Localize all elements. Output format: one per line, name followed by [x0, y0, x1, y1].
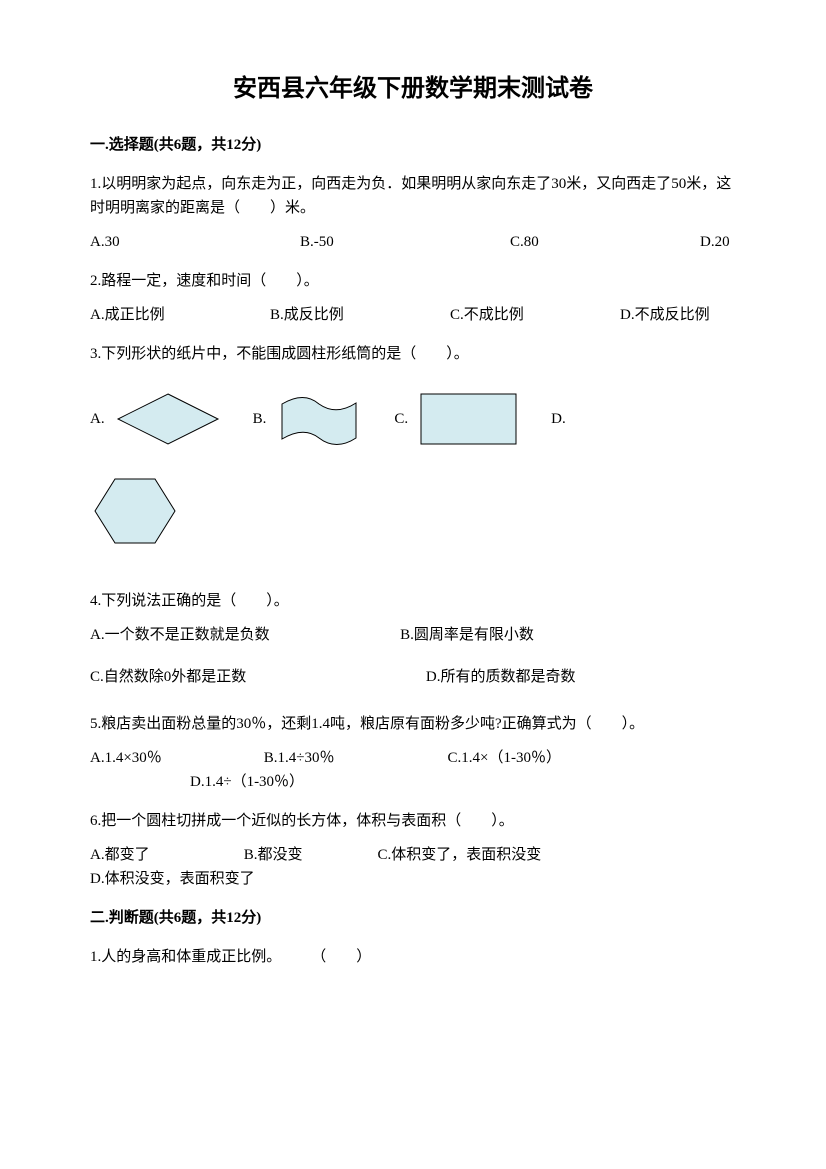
question-5: 5.粮店卖出面粉总量的30％，还剩1.4吨，粮店原有面粉多少吨?正确算式为（ ）… — [90, 712, 736, 794]
rectangle-icon — [416, 389, 521, 449]
hexagon-icon — [90, 471, 180, 551]
q2-opt-b: B.成反比例 — [270, 303, 420, 327]
q2-opt-a: A.成正比例 — [90, 303, 240, 327]
q3-shape-d-label: D. — [551, 407, 574, 431]
q3-shape-c: C. — [394, 389, 521, 449]
q6-opt-a: A.都变了 — [90, 843, 240, 867]
q6-opt-c: C.体积变了，表面积没变 — [378, 843, 578, 867]
q3-opt-d-label: D. — [551, 407, 566, 431]
q3-shape-a: A. — [90, 389, 223, 449]
q1-options: A.30 B.-50 C.80 D.20 — [90, 230, 736, 254]
q4-opt-d: D.所有的质数都是奇数 — [426, 665, 723, 689]
question-4: 4.下列说法正确的是（ ）。 A.一个数不是正数就是负数 B.圆周率是有限小数 … — [90, 589, 736, 697]
q6-options: A.都变了 B.都没变 C.体积变了，表面积没变 D.体积没变，表面积变了 — [90, 843, 736, 891]
q3-text: 3.下列形状的纸片中，不能围成圆柱形纸筒的是（ ）。 — [90, 342, 736, 366]
q4-text: 4.下列说法正确的是（ ）。 — [90, 589, 736, 613]
q6-opt-b: B.都没变 — [244, 843, 374, 867]
question-6: 6.把一个圆柱切拼成一个近似的长方体，体积与表面积（ ）。 A.都变了 B.都没… — [90, 809, 736, 891]
q5-options: A.1.4×30％ B.1.4÷30％ C.1.4×（1-30％） D.1.4÷… — [90, 746, 736, 794]
q5-opt-b: B.1.4÷30％ — [264, 746, 444, 770]
q1-opt-b: B.-50 — [300, 230, 450, 254]
q6-opt-d: D.体积没变，表面积变了 — [90, 867, 255, 891]
q3-shape-b: B. — [253, 386, 365, 451]
q2-opt-d: D.不成反比例 — [620, 303, 710, 327]
q1-text: 1.以明明家为起点，向东走为正，向西走为负．如果明明从家向东走了30米，又向西走… — [90, 172, 736, 220]
q6-text: 6.把一个圆柱切拼成一个近似的长方体，体积与表面积（ ）。 — [90, 809, 736, 833]
q1-opt-d: D.20 — [700, 230, 730, 254]
q5-opt-d: D.1.4÷（1-30％） — [190, 770, 304, 794]
page-title: 安西县六年级下册数学期末测试卷 — [90, 70, 736, 108]
q3-opt-a-label: A. — [90, 407, 105, 431]
question-3: 3.下列形状的纸片中，不能围成圆柱形纸筒的是（ ）。 A. B. C. — [90, 342, 736, 559]
question-1: 1.以明明家为起点，向东走为正，向西走为负．如果明明从家向东走了30米，又向西走… — [90, 172, 736, 254]
wave-icon — [274, 386, 364, 451]
diamond-icon — [113, 389, 223, 449]
s2-q1-text: 1.人的身高和体重成正比例。 （ ） — [90, 945, 736, 969]
q4-opt-c: C.自然数除0外都是正数 — [90, 665, 426, 689]
q1-opt-c: C.80 — [510, 230, 640, 254]
q5-text: 5.粮店卖出面粉总量的30％，还剩1.4吨，粮店原有面粉多少吨?正确算式为（ ）… — [90, 712, 736, 736]
q1-opt-a: A.30 — [90, 230, 240, 254]
q3-shape-d-hexagon — [90, 471, 736, 559]
q2-options: A.成正比例 B.成反比例 C.不成比例 D.不成反比例 — [90, 303, 736, 327]
q5-opt-c: C.1.4×（1-30％） — [448, 746, 561, 770]
section2-question-1: 1.人的身高和体重成正比例。 （ ） — [90, 945, 736, 969]
section-1-header: 一.选择题(共6题，共12分) — [90, 133, 736, 157]
q4-opt-a: A.一个数不是正数就是负数 — [90, 623, 400, 647]
q3-opt-c-label: C. — [394, 407, 408, 431]
q2-opt-c: C.不成比例 — [450, 303, 590, 327]
q4-opt-b: B.圆周率是有限小数 — [400, 623, 710, 647]
q3-opt-b-label: B. — [253, 407, 267, 431]
q4-options-row2: C.自然数除0外都是正数 D.所有的质数都是奇数 — [90, 665, 736, 697]
q4-options-row1: A.一个数不是正数就是负数 B.圆周率是有限小数 — [90, 623, 736, 655]
q5-opt-a: A.1.4×30％ — [90, 746, 260, 770]
q2-text: 2.路程一定，速度和时间（ ）。 — [90, 269, 736, 293]
q3-shapes: A. B. C. D. — [90, 386, 736, 451]
section-2-header: 二.判断题(共6题，共12分) — [90, 906, 736, 930]
question-2: 2.路程一定，速度和时间（ ）。 A.成正比例 B.成反比例 C.不成比例 D.… — [90, 269, 736, 327]
